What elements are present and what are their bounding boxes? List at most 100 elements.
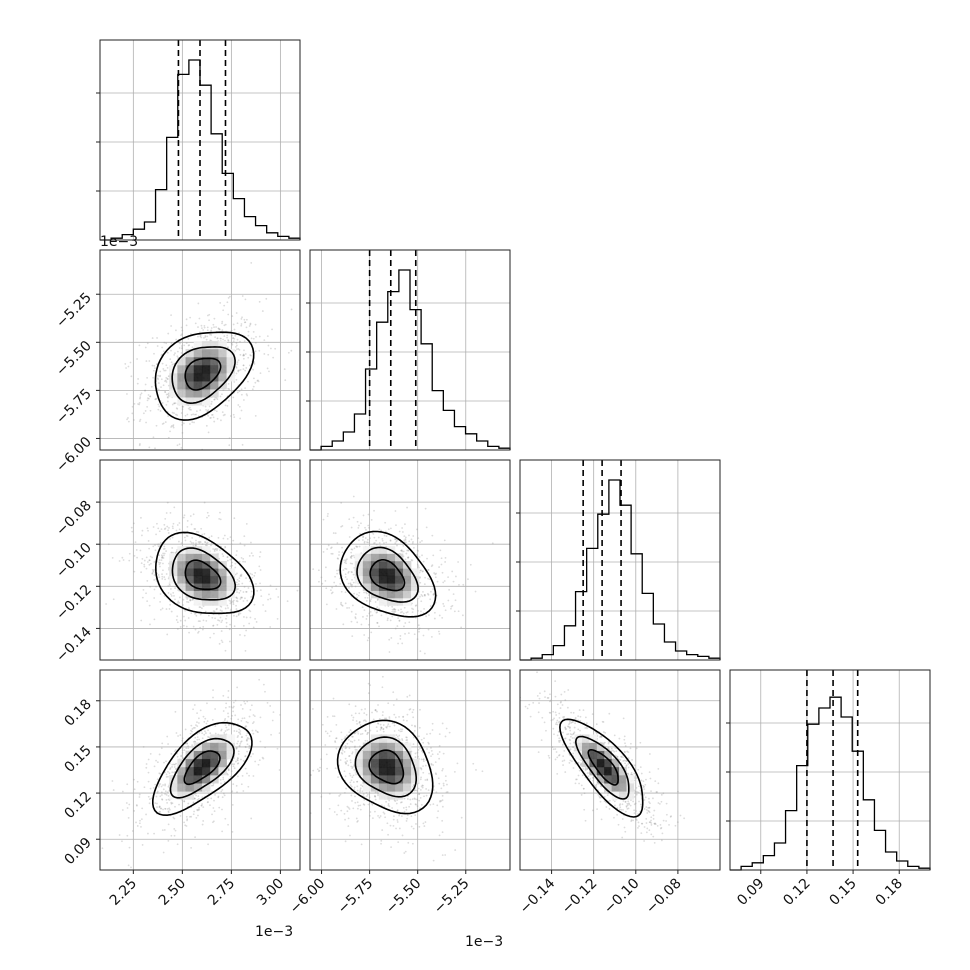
scatter-point [164, 807, 167, 810]
scatter-point [152, 436, 155, 439]
scatter-point [235, 366, 238, 368]
density-cell [218, 750, 227, 760]
scatter-point [416, 528, 418, 531]
scatter-point [235, 730, 238, 733]
scatter-point [201, 533, 204, 536]
scatter-point [386, 619, 389, 622]
scatter-point [403, 539, 406, 542]
scatter-point [412, 708, 415, 711]
scatter-point [435, 773, 438, 776]
scatter-point [351, 579, 353, 581]
scatter-point [424, 507, 427, 510]
scatter-point [248, 747, 251, 750]
scatter-point [175, 762, 177, 765]
scatter-point [649, 802, 651, 805]
scatter-point [235, 344, 238, 347]
scatter-point [384, 717, 386, 720]
scatter-point [331, 552, 334, 555]
scatter-point [153, 561, 156, 563]
scatter-point [348, 754, 351, 757]
scatter-point [392, 691, 395, 694]
density-cell [386, 560, 396, 569]
scatter-point [343, 812, 346, 815]
scatter-point [427, 577, 429, 580]
scatter-point [358, 712, 361, 715]
scatter-point [275, 588, 278, 590]
scatter-point [422, 765, 424, 768]
scatter-point [346, 760, 348, 762]
scatter-point [149, 787, 152, 790]
scatter-point [400, 801, 403, 803]
scatter-point [481, 770, 484, 773]
scatter-point [415, 604, 418, 607]
scatter-point [189, 406, 191, 409]
scatter-point [340, 502, 343, 504]
scatter-point [239, 368, 242, 371]
scatter-point [349, 562, 352, 565]
scatter-point [401, 642, 404, 645]
scatter-point [240, 575, 243, 577]
scatter-point [250, 552, 253, 555]
scatter-point [419, 581, 422, 584]
density-cell [218, 357, 227, 366]
scatter-point [250, 596, 253, 598]
scatter-point [330, 730, 332, 733]
scatter-point [159, 593, 162, 595]
scatter-point [359, 787, 362, 790]
scatter-point [374, 708, 377, 711]
scatter-point [419, 778, 422, 781]
scatter-point [224, 730, 227, 732]
scatter-point [146, 399, 149, 402]
scatter-point [375, 611, 378, 614]
scatter-point [181, 424, 184, 426]
scatter-point [378, 542, 381, 544]
scatter-point [155, 363, 158, 366]
scatter-point [422, 771, 425, 774]
scatter-point [423, 594, 426, 596]
scatter-point [324, 730, 327, 733]
scatter-point [345, 747, 348, 749]
scatter-point [164, 783, 167, 786]
scatter-point [412, 608, 415, 611]
scatter-point [229, 623, 232, 626]
scatter-point [167, 823, 170, 826]
scatter-point [175, 529, 178, 532]
scatter-point [226, 537, 229, 540]
scatter-point [354, 613, 357, 616]
scatter-point [348, 586, 350, 589]
scatter-point [348, 703, 351, 706]
scatter-point [398, 739, 401, 741]
scatter-point [130, 526, 133, 529]
scatter-point [162, 384, 165, 387]
scatter-point [412, 743, 415, 746]
scatter-point [267, 344, 270, 347]
scatter-point [156, 522, 158, 525]
scatter-point [210, 797, 213, 800]
scatter-point [232, 705, 235, 708]
scatter-point [440, 800, 443, 802]
scatter-point [544, 696, 546, 699]
scatter-point [263, 353, 266, 355]
scatter-point [154, 549, 157, 552]
scatter-point [239, 417, 242, 420]
scatter-point [200, 804, 203, 807]
density-cell [362, 758, 372, 768]
scatter-point [224, 404, 227, 407]
scatter-point [348, 772, 351, 775]
scatter-point [205, 338, 208, 341]
scatter-point [180, 326, 183, 329]
scatter-point [214, 617, 216, 620]
scatter-point [239, 574, 242, 577]
scatter-point [161, 578, 164, 580]
scatter-point [300, 743, 302, 745]
scatter-point [250, 337, 253, 340]
scatter-point [207, 843, 209, 846]
density-cell [210, 575, 219, 584]
density-cell [193, 553, 203, 562]
scatter-point [155, 585, 157, 588]
scatter-point [401, 728, 404, 731]
scatter-point [227, 387, 230, 390]
scatter-point [346, 742, 349, 745]
scatter-point [139, 819, 141, 822]
scatter-point [406, 713, 409, 716]
